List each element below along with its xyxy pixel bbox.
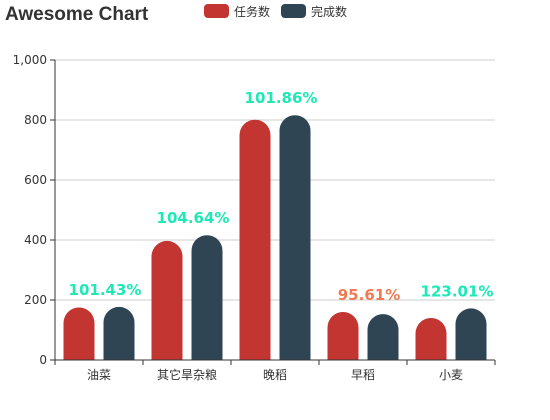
y-axis-ticks: 0 200 400 600 800 1,000	[13, 53, 56, 367]
rate-labels: 101.43% 104.64% 101.86% 95.61% 123.01%	[69, 89, 494, 304]
x-category-label: 小麦	[439, 368, 463, 382]
bar-tasks[interactable]	[415, 318, 447, 360]
legend-label-tasks[interactable]: 任务数	[234, 4, 270, 19]
bar-tasks[interactable]	[239, 119, 271, 361]
bar-tasks[interactable]	[327, 312, 359, 360]
legend[interactable]: 任务数 完成数	[204, 4, 347, 19]
x-category-label: 晚稻	[263, 368, 287, 382]
bar-done[interactable]	[103, 306, 135, 360]
x-category-label: 早稻	[351, 368, 375, 382]
legend-swatch-done[interactable]	[281, 4, 306, 18]
bar-done[interactable]	[191, 235, 223, 360]
bar-tasks[interactable]	[151, 240, 183, 360]
grid-lines	[55, 59, 495, 301]
x-axis: 油菜 其它旱杂粮 晚稻 早稻 小麦	[54, 359, 496, 382]
x-category-label: 其它旱杂粮	[157, 367, 217, 382]
y-tick-label: 0	[39, 353, 47, 367]
y-tick-label: 200	[24, 293, 47, 307]
legend-label-done[interactable]: 完成数	[311, 4, 347, 19]
bar-done[interactable]	[279, 115, 311, 360]
x-category-label: 油菜	[87, 368, 111, 382]
y-tick-label: 1,000	[13, 53, 47, 67]
bar-done[interactable]	[455, 308, 487, 360]
legend-swatch-tasks[interactable]	[204, 4, 229, 18]
rate-label: 104.64%	[157, 209, 230, 227]
rate-label: 123.01%	[421, 282, 494, 300]
rate-label: 101.86%	[245, 89, 318, 107]
y-tick-label: 400	[24, 233, 47, 247]
y-tick-label: 600	[24, 173, 47, 187]
chart-title: Awesome Chart	[5, 4, 149, 25]
rate-label: 101.43%	[69, 281, 142, 299]
bar-tasks[interactable]	[63, 307, 95, 361]
bar-done[interactable]	[367, 314, 399, 360]
rate-label: 95.61%	[338, 286, 400, 304]
bars	[63, 115, 487, 361]
y-tick-label: 800	[24, 113, 47, 127]
